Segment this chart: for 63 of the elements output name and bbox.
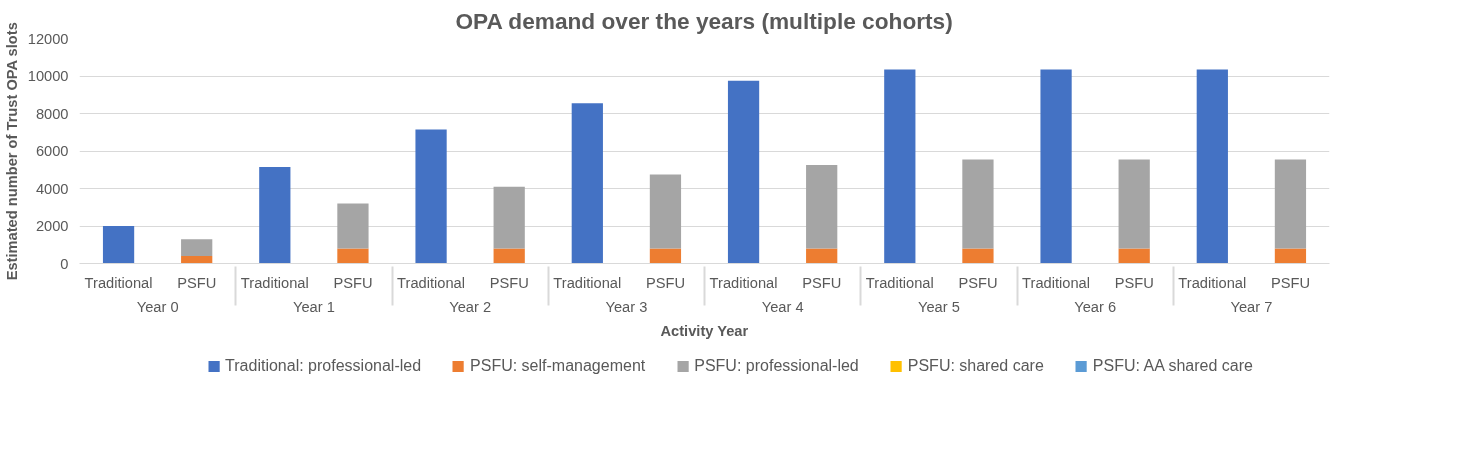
bar xyxy=(649,174,682,249)
x-tick-label: PSFU xyxy=(177,274,217,291)
y-tick-label: 4000 xyxy=(35,180,69,197)
legend-label: PSFU: professional-led xyxy=(694,357,859,375)
x-tick-label: Traditional xyxy=(84,274,153,291)
x-tick-label: PSFU xyxy=(802,274,842,291)
x-tick-label: PSFU xyxy=(958,274,998,291)
legend-label: Traditional: professional-led xyxy=(225,357,422,375)
y-axis-title: Estimated number of Trust OPA slots xyxy=(3,22,20,281)
text: Year 7 xyxy=(1230,298,1273,315)
bar xyxy=(1274,248,1307,264)
x-tick-label: Traditional xyxy=(709,274,778,291)
bar xyxy=(1196,69,1228,264)
x-tick-label: Traditional xyxy=(397,274,466,291)
text: Year 2 xyxy=(449,298,492,315)
bar xyxy=(884,69,916,264)
bar xyxy=(181,239,213,256)
bar xyxy=(571,103,603,264)
bar xyxy=(1040,69,1072,264)
x-tick-label: Traditional xyxy=(1178,274,1247,291)
x-tick-label: PSFU xyxy=(1270,274,1310,291)
bar xyxy=(493,248,525,264)
bar xyxy=(337,203,369,249)
bar xyxy=(806,165,838,249)
bar xyxy=(806,248,838,264)
text: Year 3 xyxy=(605,298,648,315)
chart-title: OPA demand over the years (multiple cohorts) xyxy=(455,7,953,34)
legend-label: PSFU: AA shared care xyxy=(1092,357,1253,375)
bar xyxy=(962,248,994,264)
text: Year 6 xyxy=(1074,298,1117,315)
y-tick-label: 6000 xyxy=(35,143,69,159)
x-tick-label: Traditional xyxy=(865,274,934,291)
y-tick-label: 0 xyxy=(60,255,69,272)
x-axis-title: Activity Year xyxy=(660,322,749,339)
y-tick-label: 2000 xyxy=(35,218,69,234)
y-tick-label: 12000 xyxy=(27,30,69,47)
bar xyxy=(649,248,682,264)
bar xyxy=(493,186,525,249)
bar xyxy=(1274,159,1307,249)
bar xyxy=(181,256,213,264)
text: Year 1 xyxy=(292,298,335,315)
x-tick-label: PSFU xyxy=(333,274,373,291)
y-tick-label: 10000 xyxy=(27,68,69,84)
bar xyxy=(259,166,291,264)
bar xyxy=(102,226,135,264)
text: Year 4 xyxy=(761,298,804,315)
bar xyxy=(727,80,760,264)
x-tick-label: PSFU xyxy=(1114,274,1154,291)
x-tick-label: Traditional xyxy=(240,274,309,291)
legend-label: PSFU: shared care xyxy=(907,357,1044,375)
x-tick-label: PSFU xyxy=(645,274,685,291)
text: Year 0 xyxy=(136,298,179,315)
x-tick-label: Traditional xyxy=(553,274,622,291)
bar xyxy=(415,129,447,264)
legend-label: PSFU: self-management xyxy=(470,357,646,375)
bar xyxy=(1118,159,1150,249)
text: Year 5 xyxy=(917,298,960,315)
y-tick-label: 8000 xyxy=(35,105,69,122)
x-tick-label: PSFU xyxy=(489,274,529,291)
bar xyxy=(337,248,369,264)
bar xyxy=(1118,248,1150,264)
bar xyxy=(962,159,994,249)
x-tick-label: Traditional xyxy=(1022,274,1091,291)
